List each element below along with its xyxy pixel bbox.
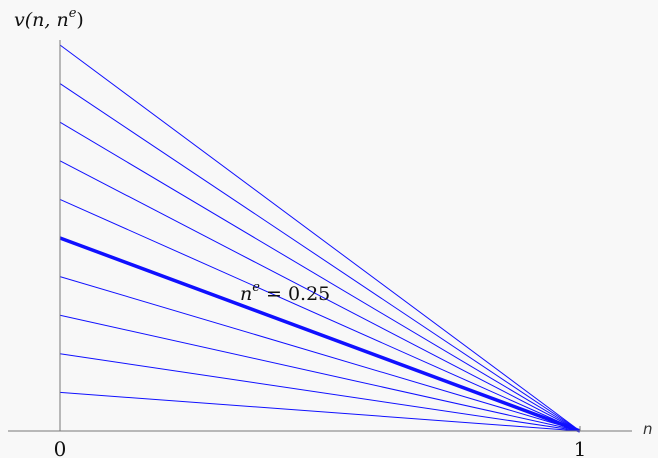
x-tick-label-0: 0	[54, 437, 67, 458]
series-line-0	[59, 44, 581, 432]
y-axis-label: v(n, ne)	[14, 6, 84, 31]
series-lines	[59, 44, 581, 433]
series-line-8	[59, 353, 581, 432]
series-line-6	[59, 276, 581, 432]
series-line-7	[59, 314, 581, 432]
series-line-1	[59, 83, 581, 432]
series-line-3	[59, 160, 581, 432]
highlight-annotation: ne = 0.25	[240, 280, 330, 305]
annotation-base: n	[240, 283, 252, 305]
series-line-highlight	[59, 236, 581, 433]
x-axis-label: n	[643, 420, 653, 438]
ylabel-part-rest: )	[76, 9, 83, 31]
series-line-9	[59, 391, 581, 432]
annotation-sup: e	[252, 280, 260, 295]
ylabel-part-main: v(n, n	[14, 9, 69, 31]
series-line-4	[59, 198, 581, 432]
series-line-2	[59, 121, 581, 432]
annotation-rest: = 0.25	[260, 283, 330, 305]
x-tick-label-1: 1	[574, 437, 587, 458]
ylabel-part-sup: e	[69, 6, 77, 21]
